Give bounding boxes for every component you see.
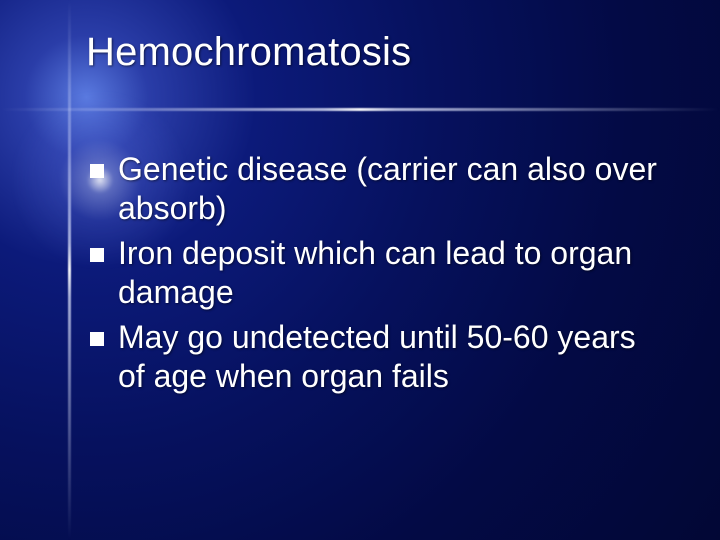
square-bullet-icon: [90, 332, 104, 346]
square-bullet-icon: [90, 248, 104, 262]
list-item-text: May go undetected until 50-60 years of a…: [118, 319, 636, 394]
list-item: Iron deposit which can lead to organ dam…: [90, 234, 660, 312]
bullet-list: Genetic disease (carrier can also over a…: [90, 150, 660, 402]
list-item: Genetic disease (carrier can also over a…: [90, 150, 660, 228]
list-item-text: Iron deposit which can lead to organ dam…: [118, 235, 632, 310]
slide-content: Hemochromatosis Genetic disease (carrier…: [0, 0, 720, 540]
slide: Hemochromatosis Genetic disease (carrier…: [0, 0, 720, 540]
list-item: May go undetected until 50-60 years of a…: [90, 318, 660, 396]
slide-title: Hemochromatosis: [86, 30, 411, 75]
list-item-text: Genetic disease (carrier can also over a…: [118, 151, 657, 226]
square-bullet-icon: [90, 164, 104, 178]
